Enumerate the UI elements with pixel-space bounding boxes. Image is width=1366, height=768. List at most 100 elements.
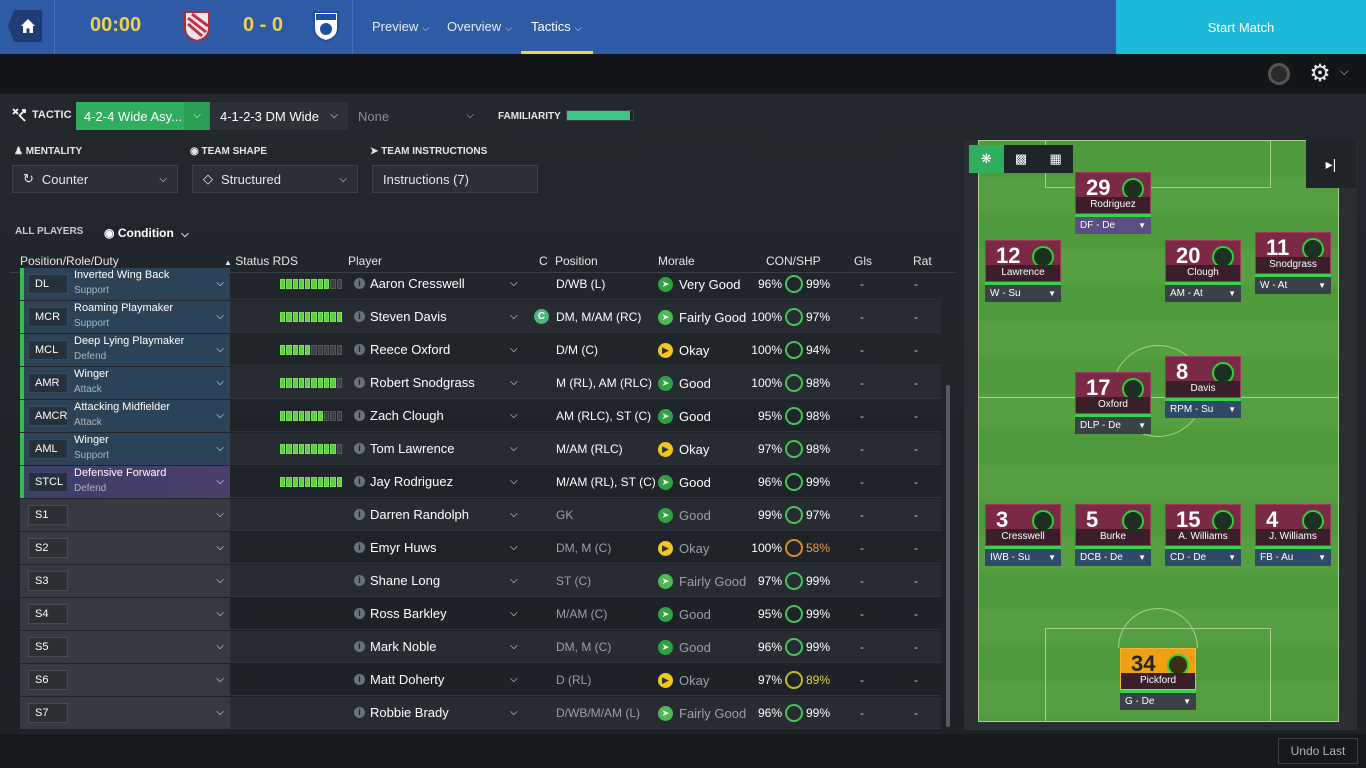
role-selector[interactable]: S3 ⌵ [20, 565, 230, 597]
table-row[interactable]: AML Winger Support ⌵ i Tom Lawrence ⌵ M/… [20, 433, 941, 465]
table-row[interactable]: AMCR Attacking Midfielder Attack ⌵ i Zac… [20, 400, 941, 432]
table-row[interactable]: S6 ⌵ i Matt Doherty ⌵ D (RL) ▶ Okay 97% … [20, 664, 941, 696]
team-shape-dropdown[interactable]: ◇ Structured ⌵ [192, 165, 358, 193]
player-name[interactable]: Reece Oxford [370, 342, 451, 357]
chevron-down-icon[interactable]: ⌵ [510, 608, 518, 619]
player-name[interactable]: Robert Snodgrass [370, 375, 475, 390]
player-card[interactable]: 12 Lawrence W - Su ▼ [985, 240, 1061, 302]
column-header-captain[interactable]: C [539, 254, 548, 268]
player-name[interactable]: Aaron Cresswell [370, 276, 465, 291]
role-selector[interactable]: S7 ⌵ [20, 697, 230, 729]
role-selector[interactable]: MCR Roaming Playmaker Support ⌵ [20, 301, 230, 333]
table-row[interactable]: STCL Defensive Forward Defend ⌵ i Jay Ro… [20, 466, 941, 498]
player-name[interactable]: Matt Doherty [370, 672, 445, 687]
chevron-down-icon[interactable]: ⌵ [510, 377, 518, 388]
player-card[interactable]: 17 Oxford DLP - De ▼ [1075, 372, 1151, 434]
role-selector[interactable]: S5 ⌵ [20, 631, 230, 663]
player-card[interactable]: 15 A. Williams CD - De ▼ [1165, 504, 1241, 566]
chevron-down-icon[interactable]: ⌵ [216, 410, 224, 421]
undo-last-button[interactable]: Undo Last [1278, 738, 1358, 764]
info-icon[interactable]: i [354, 311, 365, 322]
chevron-down-icon[interactable]: ⌵ [216, 674, 224, 685]
player-name[interactable]: Zach Clough [370, 408, 444, 423]
table-row[interactable]: S1 ⌵ i Darren Randolph ⌵ GK ➤ Good 99% 9… [20, 499, 941, 531]
team-instructions-button[interactable]: Instructions (7) [372, 165, 538, 193]
column-header-con-shp[interactable]: CON/SHP [766, 254, 821, 268]
chevron-down-icon[interactable]: ⌵ [510, 509, 518, 520]
tactic-slot-2-dropdown[interactable]: 4-1-2-3 DM Wide ⌵ [210, 102, 348, 130]
info-icon[interactable]: i [354, 410, 365, 421]
column-header-position[interactable]: Position [555, 254, 598, 268]
info-icon[interactable]: i [354, 377, 365, 388]
role-selector[interactable]: AML Winger Support ⌵ [20, 433, 230, 465]
card-role-dropdown[interactable]: W - Su ▼ [985, 285, 1061, 302]
role-selector[interactable]: AMCR Attacking Midfielder Attack ⌵ [20, 400, 230, 432]
chevron-down-icon[interactable]: ⌵ [216, 608, 224, 619]
chevron-down-icon[interactable]: ⌵ [510, 278, 518, 289]
chevron-down-icon[interactable]: ⌵ [216, 377, 224, 388]
column-header-role[interactable]: Position/Role/Duty [20, 254, 119, 268]
chevron-down-icon[interactable]: ⌵ [510, 476, 518, 487]
start-match-button[interactable]: Start Match [1116, 0, 1366, 54]
player-name[interactable]: Robbie Brady [370, 705, 449, 720]
role-selector[interactable]: AMR Winger Attack ⌵ [20, 367, 230, 399]
chevron-down-icon[interactable]: ⌵ [216, 278, 224, 289]
player-name[interactable]: Shane Long [370, 573, 441, 588]
player-name[interactable]: Ross Barkley [370, 606, 447, 621]
tab-tactics[interactable]: Tactics ⌵ [531, 0, 582, 54]
card-role-dropdown[interactable]: AM - At ▼ [1165, 285, 1241, 302]
column-header-status[interactable]: ▲ Status RDS [224, 254, 298, 268]
info-icon[interactable]: i [354, 674, 365, 685]
table-row[interactable]: S5 ⌵ i Mark Noble ⌵ DM, M (C) ➤ Good 96%… [20, 631, 941, 663]
info-icon[interactable]: i [354, 344, 365, 355]
chevron-down-icon[interactable]: ⌵ [216, 443, 224, 454]
card-role-dropdown[interactable]: DF - De ▼ [1075, 217, 1151, 234]
player-name[interactable]: Steven Davis [370, 309, 447, 324]
chevron-down-icon[interactable]: ⌵ [216, 575, 224, 586]
player-card[interactable]: 20 Clough AM - At ▼ [1165, 240, 1241, 302]
chevron-down-icon[interactable]: ⌵ [510, 410, 518, 421]
chevron-down-icon[interactable]: ⌵ [510, 674, 518, 685]
player-name[interactable]: Emyr Huws [370, 540, 437, 555]
condition-view-dropdown[interactable]: ◉ Condition ⌵ [104, 226, 189, 240]
chevron-down-icon[interactable]: ⌵ [184, 102, 210, 130]
chevron-down-icon[interactable]: ⌵ [216, 641, 224, 652]
role-selector[interactable]: S6 ⌵ [20, 664, 230, 696]
info-icon[interactable]: i [354, 608, 365, 619]
chevron-down-icon[interactable]: ⌵ [216, 542, 224, 553]
column-header-player[interactable]: Player [348, 254, 383, 268]
player-card[interactable]: 5 Burke DCB - De ▼ [1075, 504, 1151, 566]
info-icon[interactable]: i [354, 641, 365, 652]
table-row[interactable]: DL Inverted Wing Back Support ⌵ i Aaron … [20, 268, 941, 300]
info-icon[interactable]: i [354, 278, 365, 289]
chevron-down-icon[interactable]: ⌵ [510, 707, 518, 718]
tactic-slot-3-dropdown[interactable]: None ⌵ [348, 102, 484, 130]
card-role-dropdown[interactable]: DCB - De ▼ [1075, 549, 1151, 566]
chevron-down-icon[interactable]: ⌵ [1340, 66, 1349, 78]
player-card[interactable]: 11 Snodgrass W - At ▼ [1255, 232, 1331, 294]
info-icon[interactable]: i [354, 542, 365, 553]
chevron-down-icon[interactable]: ⌵ [510, 575, 518, 586]
role-selector[interactable]: S2 ⌵ [20, 532, 230, 564]
chevron-down-icon[interactable]: ⌵ [510, 443, 518, 454]
table-row[interactable]: MCL Deep Lying Playmaker Defend ⌵ i Reec… [20, 334, 941, 366]
mentality-dropdown[interactable]: ↻ Counter ⌵ [12, 165, 178, 193]
role-selector[interactable]: S1 ⌵ [20, 499, 230, 531]
info-icon[interactable]: i [354, 443, 365, 454]
chevron-down-icon[interactable]: ⌵ [216, 344, 224, 355]
collapse-panel-button[interactable]: ▸| [1306, 140, 1356, 188]
table-row[interactable]: S4 ⌵ i Ross Barkley ⌵ M/AM (C) ➤ Good 95… [20, 598, 941, 630]
chevron-down-icon[interactable]: ⌵ [216, 476, 224, 487]
table-row[interactable]: MCR Roaming Playmaker Support ⌵ i Steven… [20, 301, 941, 333]
player-name[interactable]: Tom Lawrence [370, 441, 455, 456]
chevron-down-icon[interactable]: ⌵ [216, 311, 224, 322]
player-name[interactable]: Jay Rodriguez [370, 474, 454, 489]
chevron-down-icon[interactable]: ⌵ [510, 542, 518, 553]
info-icon[interactable]: i [354, 707, 365, 718]
role-selector[interactable]: STCL Defensive Forward Defend ⌵ [20, 466, 230, 498]
column-header-rating[interactable]: Rat [913, 254, 932, 268]
player-card[interactable]: 34 Pickford G - De ▼ [1120, 648, 1196, 710]
role-selector[interactable]: MCL Deep Lying Playmaker Defend ⌵ [20, 334, 230, 366]
table-scrollbar[interactable] [946, 385, 950, 727]
table-row[interactable]: S2 ⌵ i Emyr Huws ⌵ DM, M (C) ▶ Okay 100%… [20, 532, 941, 564]
